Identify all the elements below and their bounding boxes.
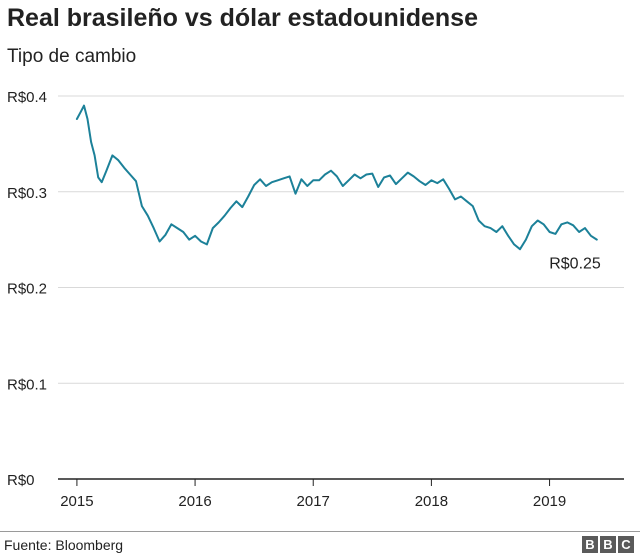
bbc-logo-letter: B <box>582 536 598 553</box>
x-tick-label: 2018 <box>415 493 448 510</box>
series-line <box>75 104 598 251</box>
y-tick-label: R$0.3 <box>7 185 47 202</box>
line-chart: R$0.4 R$0.3 R$0.2 R$0.1 R$0 2015 2016 2017 2018 2… <box>7 89 624 510</box>
source-note: Fuente: Bloomberg <box>4 537 124 553</box>
x-tick-label: 2015 <box>60 493 93 510</box>
bbc-logo-letter: B <box>600 536 616 553</box>
chart-title: Real brasileño vs dólar estadounidense <box>7 4 478 32</box>
y-tick-label: R$0 <box>7 472 35 489</box>
bbc-logo: B B C <box>582 536 634 553</box>
end-value-label: R$0.25 <box>549 256 601 273</box>
x-tick-label: 2016 <box>178 493 211 510</box>
y-tick-label: R$0.4 <box>7 89 47 106</box>
x-tick-label: 2019 <box>533 493 566 510</box>
y-tick-label: R$0.1 <box>7 376 47 393</box>
footer-divider <box>0 531 640 532</box>
x-tick-label: 2017 <box>297 493 330 510</box>
chart-subtitle: Tipo de cambio <box>7 46 137 67</box>
y-tick-label: R$0.2 <box>7 281 47 298</box>
bbc-logo-letter: C <box>618 536 634 553</box>
